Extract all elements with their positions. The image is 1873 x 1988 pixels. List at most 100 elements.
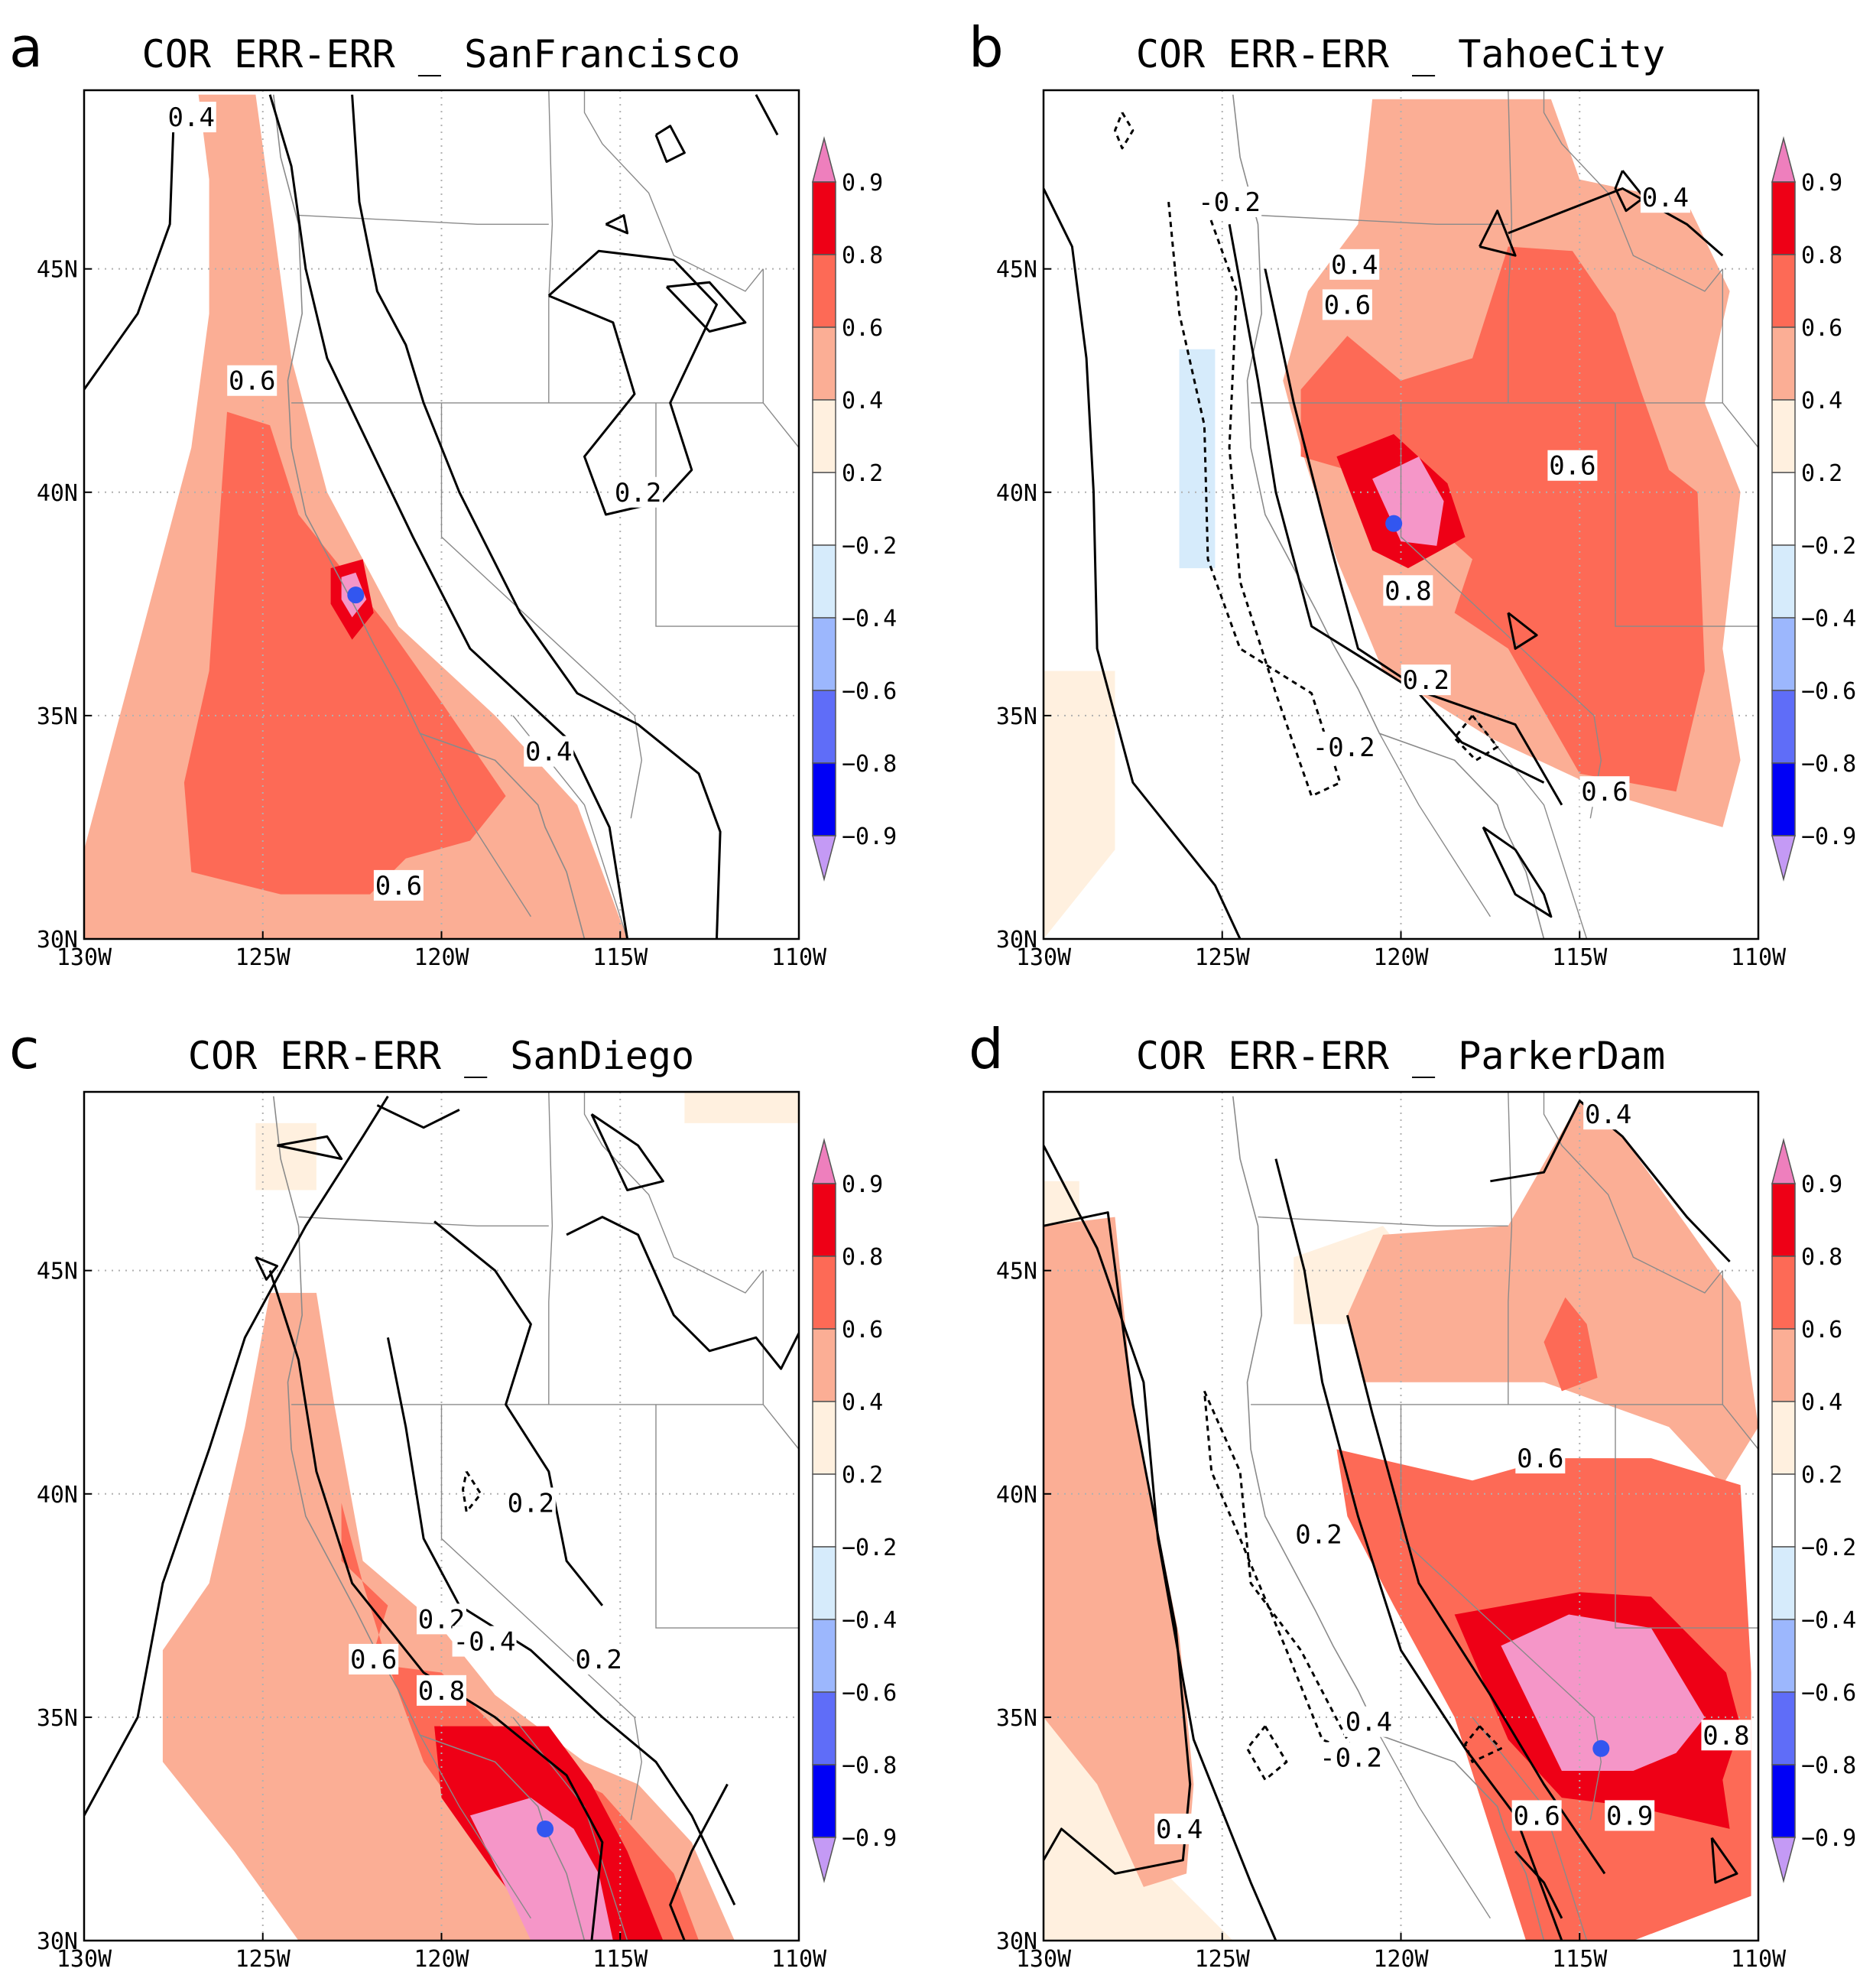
contour-line (669, 1783, 729, 1941)
colorbar-bottom-arrow (1771, 1837, 1796, 1883)
state-boundary (1258, 214, 1508, 225)
shaded-region (255, 1122, 316, 1191)
colorbar-label: −0.8 (1801, 1752, 1856, 1779)
contour-label-box (1515, 1443, 1566, 1474)
contour-label-box (505, 1487, 556, 1519)
state-boundary (1508, 90, 1513, 403)
contour-line (1346, 1314, 1606, 1875)
contour-label-box (1311, 731, 1376, 762)
colorbar-label: 0.4 (842, 388, 883, 414)
colorbar-segment (812, 472, 836, 546)
state-boundary (440, 1404, 635, 1718)
contour-label: 0.8 (1703, 1720, 1749, 1751)
shaded-region (183, 411, 506, 895)
map-area: 0.4 0.6 0.2 0.4 0.6 (84, 90, 799, 939)
y-tick-label: 35N (996, 1705, 1037, 1732)
contour-label-box (1511, 1800, 1562, 1831)
shaded-region (469, 1798, 613, 1941)
contour-label-box (524, 736, 574, 767)
contour-label: 0.4 (1642, 183, 1689, 213)
y-tick-label: 30N (37, 1928, 78, 1955)
panel-title: COR ERR-ERR _ TahoeCity (1136, 32, 1665, 76)
shaded-region (1044, 671, 1115, 939)
contour-line (1044, 1211, 1192, 1875)
coastline (1232, 94, 1545, 939)
state-boundary (1400, 402, 1595, 716)
colorbar-segment (812, 1401, 836, 1475)
colorbar-segment (812, 1473, 836, 1548)
colorbar-segment (812, 1619, 836, 1693)
panel-d: d COR ERR-ERR _ ParkerDam 0.4 0.6 0.2 0.4 -0.2… (969, 1017, 1856, 1973)
panel-a: a COR ERR-ERR _ SanFrancisco0.40.60.20.40… (9, 15, 897, 971)
colorbar-segment (812, 1546, 836, 1620)
colorbar-label: 0.9 (1801, 170, 1842, 197)
colorbar-label: −0.6 (842, 678, 897, 705)
contour-label-box (1154, 1813, 1205, 1844)
contour-line (1710, 1837, 1738, 1884)
contour-label-box (1383, 575, 1433, 606)
contour-label-box (1640, 182, 1690, 213)
panel-letter: c (9, 1017, 40, 1081)
negative-contour (1114, 112, 1135, 150)
y-tick-label: 45N (996, 1259, 1037, 1285)
contour-label: 0.4 (168, 102, 215, 133)
colorbar-label: −0.9 (1801, 823, 1856, 850)
colorbar-segment (1771, 544, 1796, 619)
contour-line (351, 94, 722, 939)
contour-label-box (573, 1643, 624, 1675)
contour-label-box (1319, 1742, 1384, 1773)
shaded-region (1544, 1297, 1598, 1392)
colorbar-top-arrow (1771, 1138, 1796, 1184)
x-tick-label: 125W (235, 944, 291, 971)
colorbar-label: 0.8 (1801, 1244, 1842, 1271)
y-tick-label: 30N (996, 1928, 1037, 1955)
shaded-region (684, 1092, 799, 1123)
y-tick-label: 45N (37, 1259, 78, 1285)
contour-label: -0.2 (1313, 733, 1375, 763)
y-tick-label: 40N (996, 1482, 1037, 1509)
x-tick-label: 110W (771, 1946, 827, 1973)
contour-label: 0.6 (350, 1645, 397, 1675)
colorbar-segment (812, 544, 836, 619)
colorbar-segment (1771, 1691, 1796, 1765)
contour-line (1228, 224, 1545, 784)
colorbar-segment (1771, 399, 1796, 473)
contour-line (84, 125, 175, 391)
colorbar-label: 0.2 (842, 1462, 883, 1489)
x-tick-label: 130W (57, 944, 112, 971)
colorbar-label: 0.4 (1801, 1389, 1842, 1416)
colorbar-segment (1771, 1546, 1796, 1620)
map-area: -0.2 0.4 0.6 0.4 0.6 0.8 0.2 -0.2 0.6 (1044, 90, 1758, 939)
colorbar-bottom-arrow (1771, 835, 1796, 882)
contour-label-box (166, 102, 216, 133)
contour-label: -0.4 (453, 1627, 516, 1658)
contour-label: 0.6 (1513, 1801, 1560, 1831)
contour-line (277, 1135, 343, 1161)
contour-label: 0.2 (615, 478, 661, 508)
y-tick-label: 35N (37, 703, 78, 730)
x-tick-label: 115W (1552, 944, 1608, 971)
contour-label: 0.9 (1606, 1801, 1653, 1831)
colorbar-label: −0.2 (1801, 1535, 1856, 1561)
state-boundary (1722, 1270, 1758, 1450)
colorbar-segment (812, 1183, 836, 1257)
contour-line (84, 1096, 389, 1817)
station-marker (1592, 1740, 1610, 1757)
colorbar-segment (812, 326, 836, 401)
y-tick-label: 45N (996, 257, 1037, 284)
y-tick-label: 35N (996, 703, 1037, 730)
colorbar-label: −0.2 (842, 1535, 897, 1561)
contour-line (755, 94, 779, 136)
state-boundary (655, 1404, 799, 1629)
contour-label-box (452, 1626, 517, 1657)
state-boundary (1378, 733, 1491, 918)
colorbar-segment (1771, 1255, 1796, 1330)
contour-label-box (349, 1643, 399, 1675)
y-tick-label: 35N (37, 1705, 78, 1732)
contour-label: 0.2 (508, 1488, 554, 1519)
coastline (273, 94, 586, 939)
contour-label-box (417, 1675, 466, 1706)
colorbar-segment (1771, 617, 1796, 691)
colorbar-segment (1771, 254, 1796, 328)
